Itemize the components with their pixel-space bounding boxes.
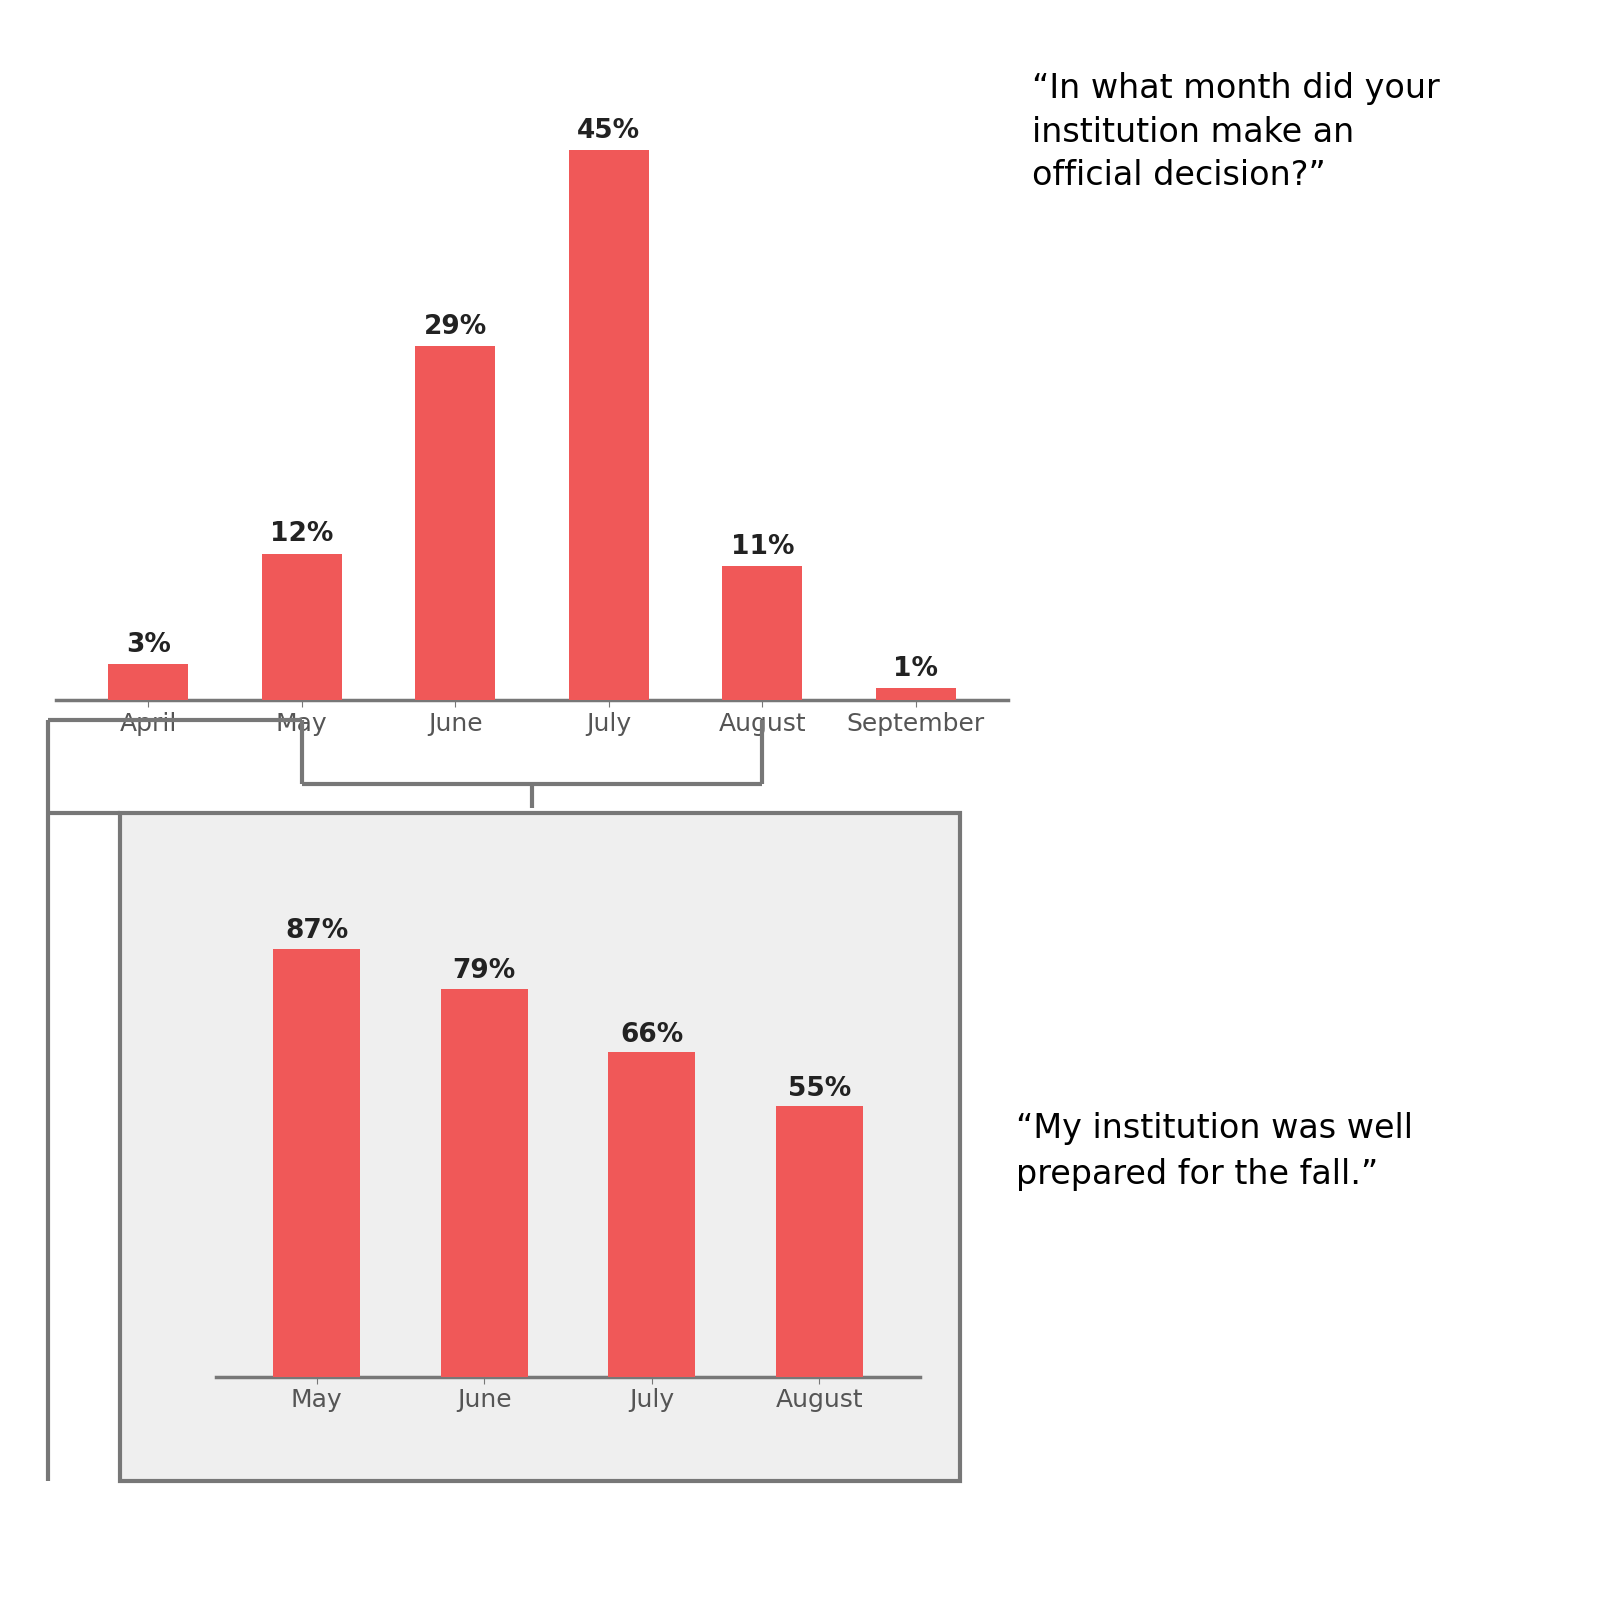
- Text: 79%: 79%: [453, 958, 515, 984]
- Bar: [776, 1106, 862, 1377]
- Text: 45%: 45%: [578, 118, 640, 143]
- Bar: [440, 989, 528, 1377]
- Bar: [723, 565, 802, 700]
- Text: 1%: 1%: [893, 655, 938, 683]
- Text: 12%: 12%: [270, 522, 333, 547]
- Text: “My institution was well
prepared for the fall.”: “My institution was well prepared for th…: [1016, 1111, 1413, 1191]
- Text: 11%: 11%: [731, 533, 794, 560]
- Bar: [262, 554, 342, 700]
- Bar: [875, 687, 955, 700]
- Text: “In what month did your
institution make an
official decision?”: “In what month did your institution make…: [1032, 72, 1440, 192]
- Text: 3%: 3%: [126, 631, 171, 657]
- Bar: [416, 346, 494, 700]
- Bar: [608, 1053, 696, 1377]
- Bar: [274, 950, 360, 1377]
- Text: 55%: 55%: [787, 1075, 851, 1101]
- Text: 29%: 29%: [424, 314, 486, 340]
- Text: 66%: 66%: [621, 1022, 683, 1048]
- Text: 87%: 87%: [285, 918, 349, 945]
- Bar: [109, 663, 189, 700]
- Bar: [570, 150, 648, 700]
